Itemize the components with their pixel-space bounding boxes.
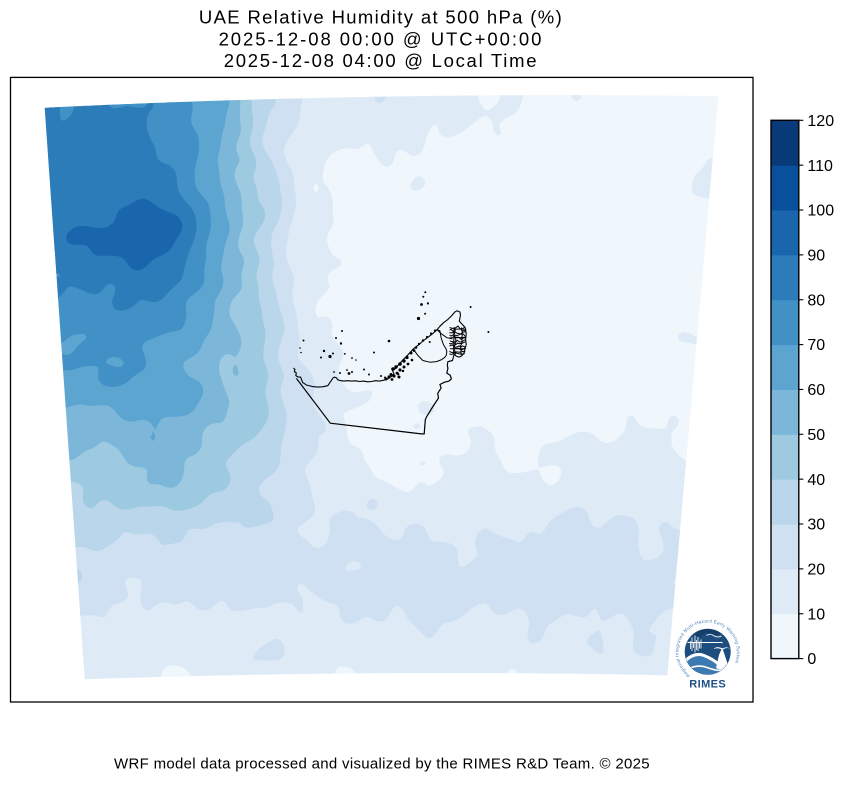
svg-text:2025-12-08 00:00 @ UTC+00:00: 2025-12-08 00:00 @ UTC+00:00 xyxy=(219,29,544,50)
svg-text:120: 120 xyxy=(807,113,834,130)
svg-text:50: 50 xyxy=(807,427,825,444)
svg-text:0: 0 xyxy=(807,651,816,668)
svg-text:30: 30 xyxy=(807,517,825,534)
svg-text:20: 20 xyxy=(807,561,825,578)
svg-text:100: 100 xyxy=(807,203,834,220)
svg-text:80: 80 xyxy=(807,292,825,309)
svg-text:60: 60 xyxy=(807,382,825,399)
svg-text:UAE Relative Humidity at 500 h: UAE Relative Humidity at 500 hPa (%) xyxy=(199,7,563,28)
svg-text:40: 40 xyxy=(807,472,825,489)
svg-text:70: 70 xyxy=(807,337,825,354)
svg-text:WRF model data processed and v: WRF model data processed and visualized … xyxy=(114,756,650,773)
svg-text:110: 110 xyxy=(807,158,833,175)
svg-text:10: 10 xyxy=(807,606,825,623)
svg-text:90: 90 xyxy=(807,247,825,264)
svg-text:RIMES: RIMES xyxy=(689,679,726,691)
svg-text:2025-12-08 04:00 @ Local Time: 2025-12-08 04:00 @ Local Time xyxy=(224,50,538,71)
